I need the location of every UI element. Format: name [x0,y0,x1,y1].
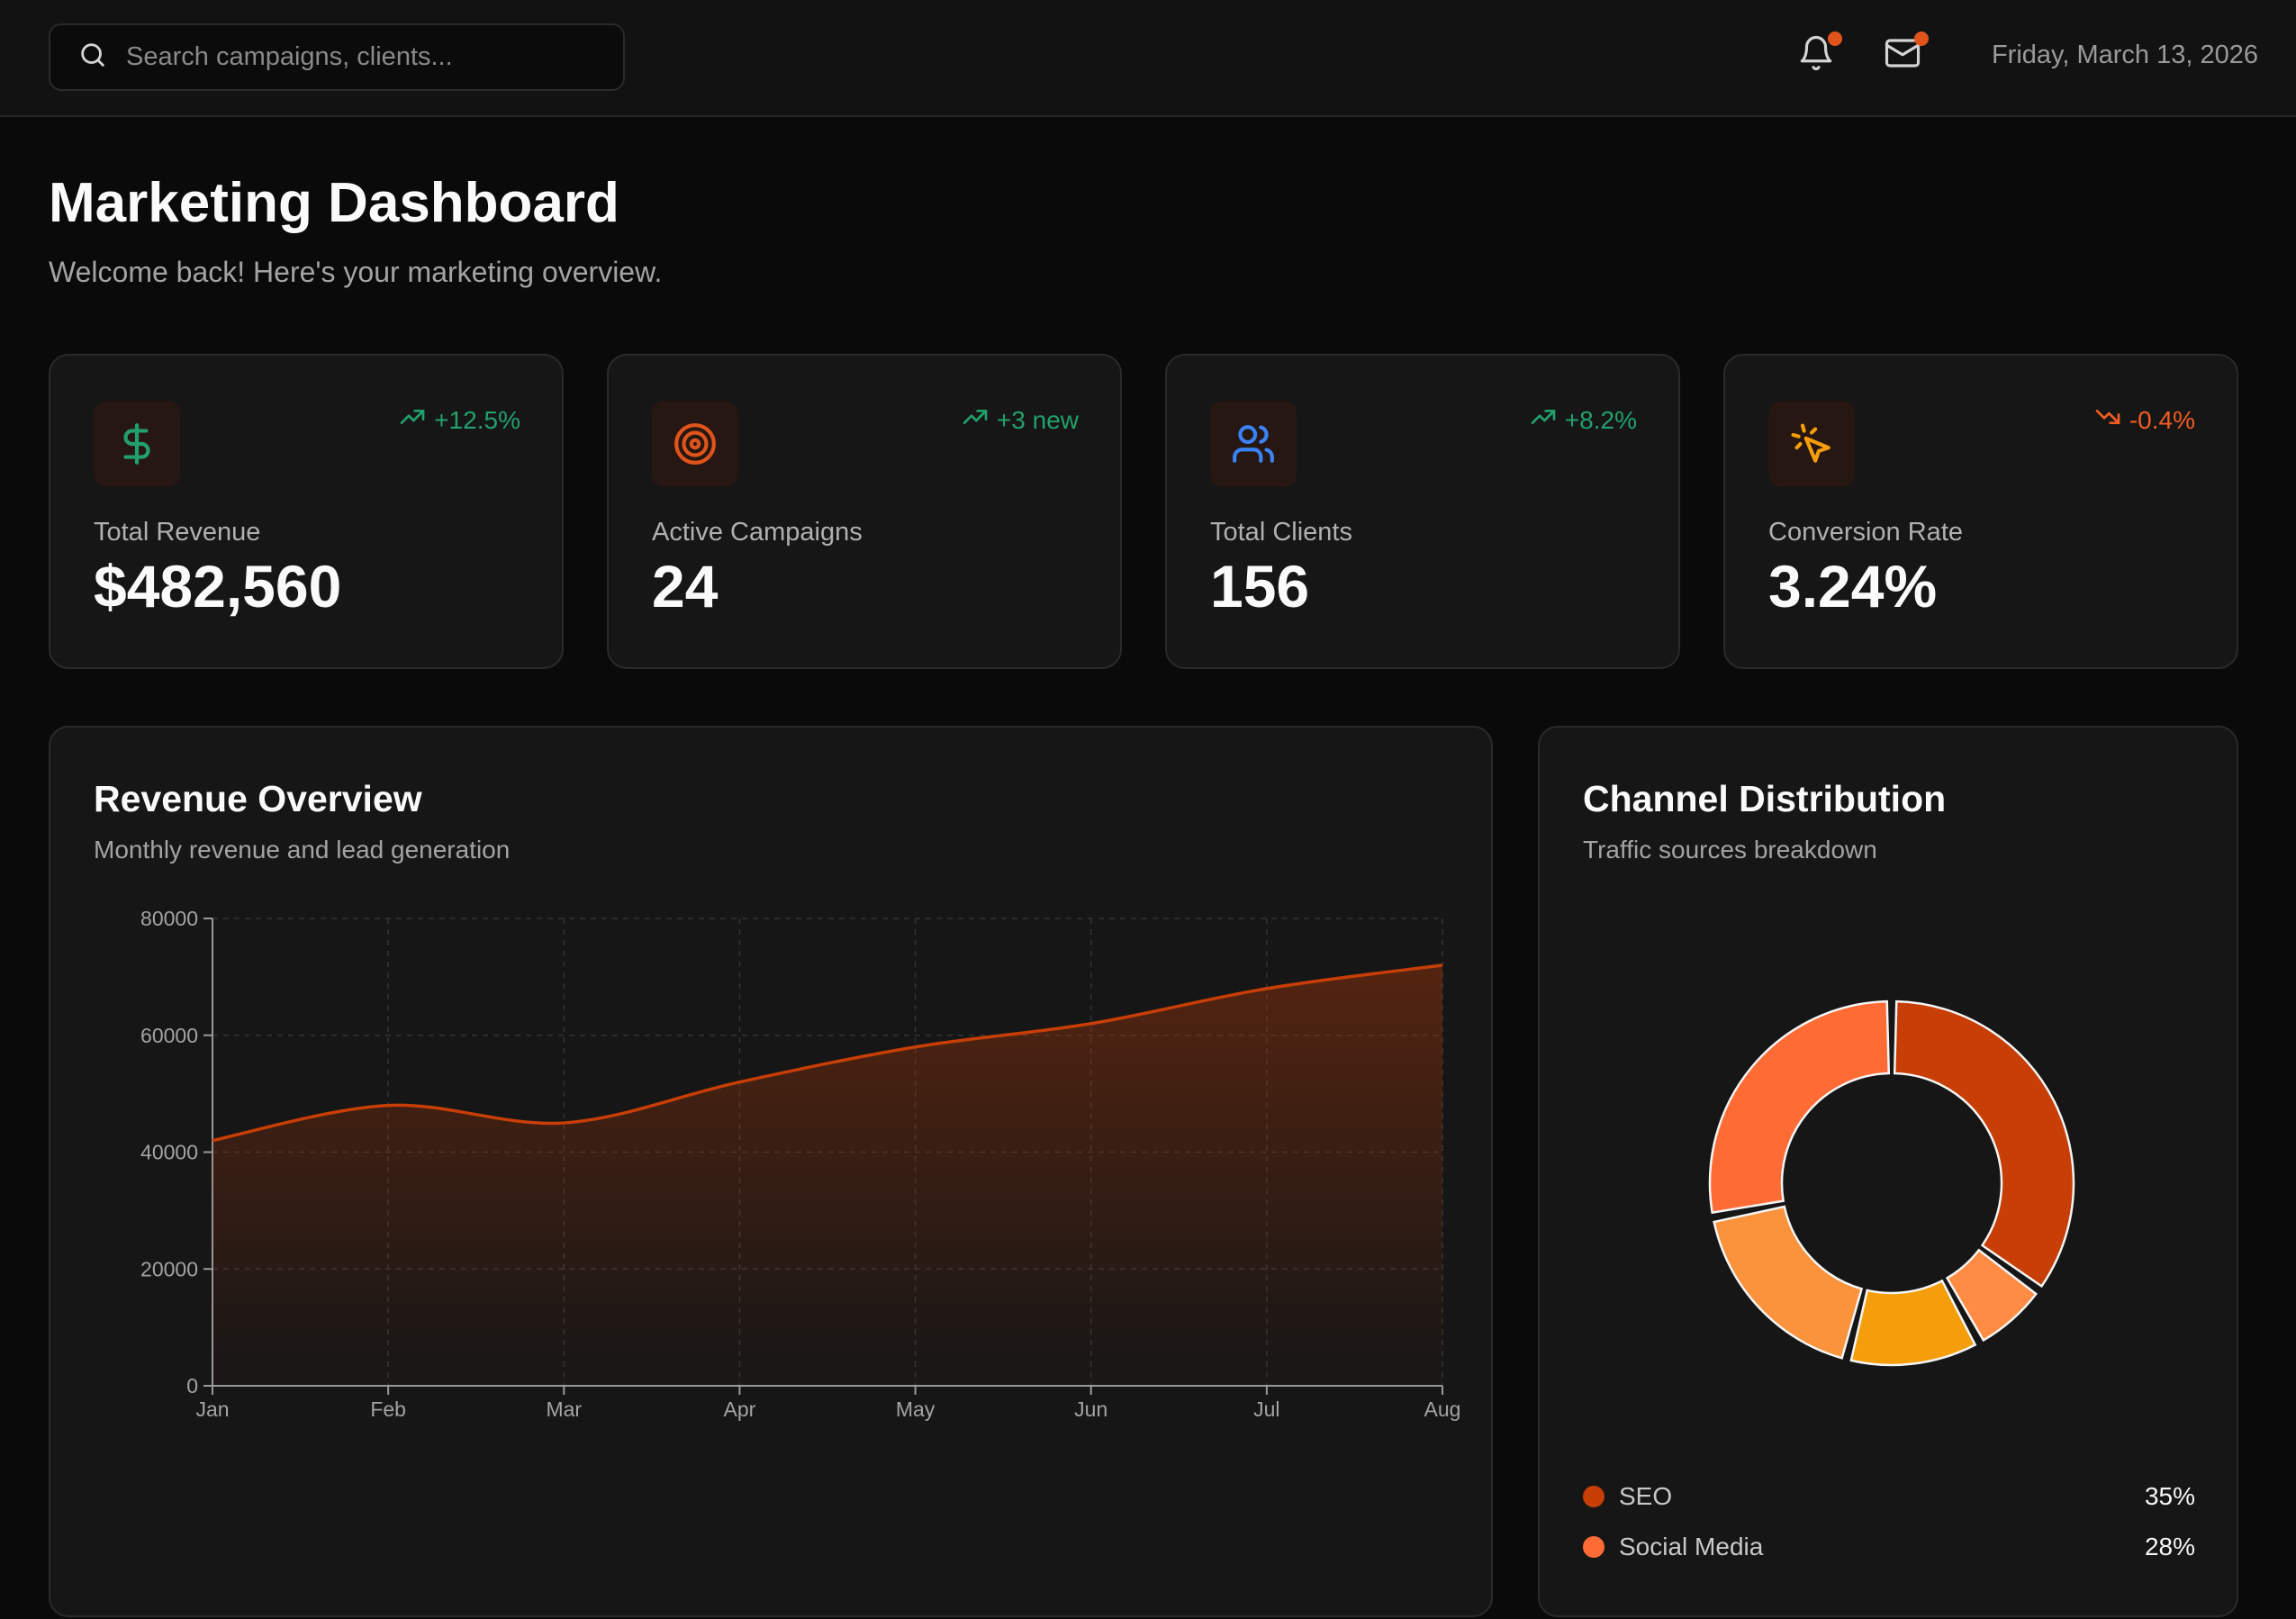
notification-dot [1828,32,1842,46]
x-tick-label: Jul [1253,1397,1279,1421]
legend-percent: 28% [2144,1533,2195,1560]
y-tick-label: 60000 [140,1024,198,1047]
dollar-icon [94,401,180,487]
y-tick-label: 0 [186,1374,198,1397]
stat-card-revenue[interactable]: +12.5% Total Revenue $482,560 [49,354,564,669]
legend-item-seo: SEO 35% [1583,1479,2195,1515]
search-icon [77,40,108,75]
stat-card-campaigns[interactable]: +3 new Active Campaigns 24 [607,354,1122,669]
stat-card-conversion[interactable]: -0.4% Conversion Rate 3.24% [1723,354,2238,669]
current-date: Friday, March 13, 2026 [1991,41,2258,69]
x-tick-label: Aug [1424,1397,1461,1421]
y-tick-label: 80000 [140,907,198,930]
page-title: Marketing Dashboard [49,172,619,234]
stat-label: Total Revenue [94,518,261,547]
x-tick-label: Mar [546,1397,582,1421]
stat-label: Conversion Rate [1768,518,1963,547]
revenue-line [212,963,1443,1143]
donut-slice [1849,1279,1977,1367]
legend-label: Social Media [1619,1533,1764,1560]
y-tick-label: 40000 [140,1141,198,1164]
x-tick-label: Apr [724,1397,756,1421]
stat-card-clients[interactable]: +8.2% Total Clients 156 [1165,354,1680,669]
trending-up-icon [1529,402,1558,438]
stat-value: 3.24% [1768,553,1938,620]
stat-value: $482,560 [94,553,342,620]
messages-button[interactable] [1884,32,1929,79]
revenue-area-chart: 0 20000 40000 60000 80000 Jan Feb Mar Apr May Jun J… [140,907,1461,1421]
panel-subtitle: Traffic sources breakdown [1583,836,1877,864]
trending-down-icon [2093,402,2122,438]
x-tick-label: Jan [195,1397,229,1421]
donut-slice [1708,999,1891,1215]
stat-value: 24 [652,553,719,620]
trend-badge: +12.5% [398,402,520,438]
stat-label: Total Clients [1210,518,1352,547]
channel-distribution-panel: Channel Distribution Traffic sources bre… [1538,726,2238,1617]
stat-value: 156 [1210,553,1310,620]
legend-swatch [1583,1486,1604,1507]
cursor-click-icon [1768,401,1855,487]
page-subtitle: Welcome back! Here's your marketing over… [49,256,663,288]
panel-title: Channel Distribution [1583,778,1947,819]
top-bar: Search campaigns, clients... Friday, Mar… [0,0,2296,117]
donut-slice [1945,1248,2038,1343]
search-placeholder: Search campaigns, clients... [126,42,453,71]
legend-swatch [1583,1536,1604,1558]
y-tick-label: 20000 [140,1257,198,1280]
x-tick-label: May [896,1397,936,1421]
panel-title: Revenue Overview [94,778,422,819]
mail-icon [1884,39,1921,76]
search-input[interactable]: Search campaigns, clients... [49,23,625,91]
revenue-area-fill [212,964,1442,1386]
donut-slice [1713,1205,1864,1360]
x-tick-label: Feb [370,1397,406,1421]
bell-icon [1797,36,1835,76]
legend-label: SEO [1619,1482,1673,1510]
legend-item-social-media: Social Media 28% [1583,1529,2195,1565]
panel-subtitle: Monthly revenue and lead generation [94,836,511,864]
trend-badge: -0.4% [2093,402,2195,438]
trending-up-icon [398,402,427,438]
trend-badge: +8.2% [1529,402,1637,438]
revenue-overview-panel: Revenue Overview Monthly revenue and lea… [49,726,1493,1617]
notifications-button[interactable] [1797,32,1842,79]
channel-donut-chart [1708,999,2075,1367]
target-icon [652,401,738,487]
donut-slice [1893,999,2075,1289]
legend-percent: 35% [2144,1482,2195,1510]
message-dot [1914,32,1929,46]
trending-up-icon [961,402,990,438]
stat-label: Active Campaigns [652,518,863,547]
users-icon [1210,401,1297,487]
trend-badge: +3 new [961,402,1079,438]
x-tick-label: Jun [1074,1397,1107,1421]
